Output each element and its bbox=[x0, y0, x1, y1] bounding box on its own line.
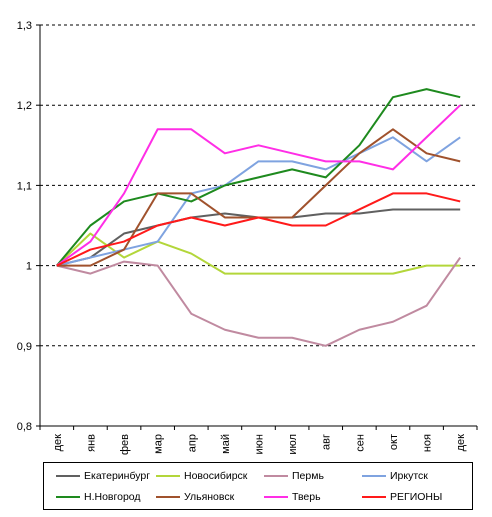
x-tick-label: июн bbox=[254, 434, 266, 454]
legend-swatch bbox=[56, 496, 80, 498]
legend-swatch bbox=[362, 496, 386, 498]
series-line-Н.Новгород bbox=[56, 88, 461, 267]
legend-label: Новосибирск bbox=[184, 470, 248, 482]
series-lines bbox=[56, 88, 462, 347]
y-tick-label: 1 bbox=[26, 261, 32, 273]
legend-item: Тверь bbox=[264, 489, 321, 505]
legend-swatch bbox=[362, 475, 386, 477]
legend-swatch bbox=[156, 496, 180, 498]
x-tick-label: ноя bbox=[422, 434, 434, 452]
series-line-Тверь bbox=[56, 104, 461, 267]
legend-item: РЕГИОНЫ bbox=[362, 489, 442, 505]
legend-item: Новосибирск bbox=[156, 468, 247, 484]
x-tick-label: авг bbox=[321, 434, 333, 450]
x-tick-label: фев bbox=[119, 434, 131, 455]
legend-label: Екатеринбург bbox=[84, 470, 151, 482]
x-tick-label: май bbox=[220, 434, 232, 454]
series-line-Пермь bbox=[56, 257, 462, 347]
legend-label: Иркутск bbox=[390, 470, 428, 482]
x-tick-label: мар bbox=[153, 434, 165, 454]
y-tick-label: 1,3 bbox=[17, 20, 32, 32]
y-tick-label: 0,8 bbox=[17, 421, 32, 433]
x-tick-label: апр bbox=[186, 434, 198, 452]
legend-label: Пермь bbox=[292, 470, 324, 482]
legend-item: Иркутск bbox=[362, 468, 428, 484]
legend: Екатеринбург Новосибирск Пермь Иркутск Н.Нов… bbox=[43, 462, 473, 510]
y-tick-labels: 0,8 0,9 1 1,1 1,2 1,3 bbox=[17, 20, 32, 433]
axes bbox=[36, 24, 478, 430]
legend-swatch bbox=[56, 475, 80, 477]
gridlines bbox=[40, 24, 477, 347]
legend-item: Екатеринбург bbox=[56, 468, 150, 484]
legend-swatch bbox=[156, 475, 180, 477]
legend-label: Тверь bbox=[292, 491, 321, 503]
legend-label: Н.Новгород bbox=[84, 491, 141, 503]
legend-item: Пермь bbox=[264, 468, 324, 484]
series-line-Новосибирск bbox=[56, 232, 461, 275]
x-tick-label: дек bbox=[52, 434, 64, 452]
legend-swatch bbox=[264, 496, 288, 498]
x-tick-label: июл bbox=[287, 434, 299, 455]
y-tick-label: 1,1 bbox=[17, 180, 32, 192]
x-tick-label: окт bbox=[388, 434, 400, 450]
legend-item: Ульяновск bbox=[156, 489, 234, 505]
x-tick-labels: дек янв фев мар апр май июн июл авг сен окт ноя дек bbox=[52, 434, 467, 455]
legend-label: Ульяновск bbox=[184, 491, 235, 503]
y-tick-label: 0,9 bbox=[17, 341, 32, 353]
x-tick-label: янв bbox=[85, 434, 97, 452]
series-line-РЕГИОНЫ bbox=[56, 192, 461, 267]
legend-swatch bbox=[264, 475, 288, 477]
x-tick-label: дек bbox=[455, 434, 467, 452]
x-tick-label: сен bbox=[354, 434, 366, 452]
legend-label: РЕГИОНЫ bbox=[390, 491, 443, 503]
series-line-Ульяновск bbox=[56, 128, 461, 267]
y-tick-label: 1,2 bbox=[17, 100, 32, 112]
legend-item: Н.Новгород bbox=[56, 489, 141, 505]
line-chart: 0,8 0,9 1 1,1 1,2 1,3 дек янв фев мар апр май июн ию… bbox=[17, 20, 478, 455]
